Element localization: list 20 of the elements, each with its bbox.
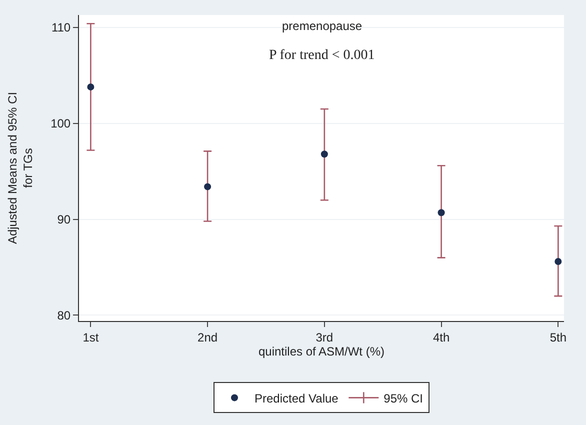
- chart-title: premenopause: [282, 19, 362, 33]
- y-tick-label: 90: [57, 212, 71, 227]
- x-tick-label: 1st: [82, 330, 100, 344]
- point: [204, 183, 212, 190]
- legend-label: Predicted Value: [254, 391, 339, 406]
- y-axis-title: Adjusted Means and 95% CI for TGs: [5, 92, 35, 244]
- x-tick-label: 4th: [432, 330, 450, 344]
- y-tick-label: 100: [50, 116, 71, 131]
- point: [554, 258, 562, 266]
- x-tick-label: 3rd: [316, 330, 334, 344]
- y-tick-label: 110: [51, 20, 71, 35]
- annotation: P for trend < 0.001: [269, 48, 375, 63]
- x-tick-label: 2nd: [198, 330, 218, 344]
- point: [87, 83, 94, 90]
- point: [320, 150, 328, 158]
- y-tick-label: 80: [57, 308, 71, 322]
- x-axis-title: quintiles of ASM/Wt (%): [258, 344, 385, 358]
- x-tick-label: 5th: [550, 330, 567, 344]
- legend-label: 95% CI: [384, 391, 424, 406]
- point: [438, 209, 445, 216]
